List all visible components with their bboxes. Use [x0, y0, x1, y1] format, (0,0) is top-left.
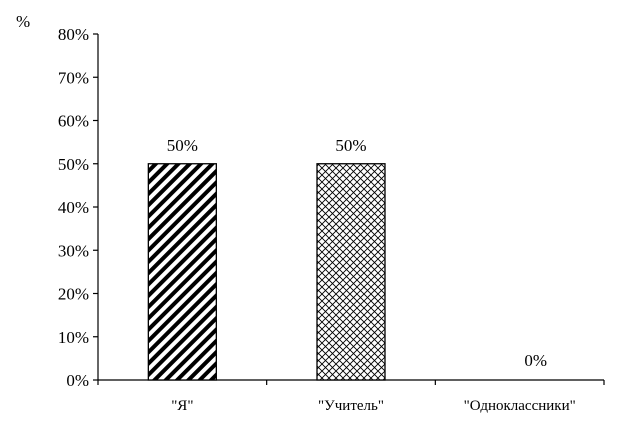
x-category-label: "Учитель" — [318, 398, 384, 414]
y-tick-label: 40% — [58, 198, 89, 217]
y-tick-label: 70% — [58, 68, 89, 87]
bar-2 — [316, 163, 386, 381]
labels-layer: 0% 10% 20% 30% 40% 50% 60% 70% 80%% 50% "Я" 50% "Учи… — [16, 12, 576, 414]
y-tick-label: 0% — [66, 371, 89, 390]
y-tick-label: 20% — [58, 285, 89, 304]
bars-layer — [147, 163, 386, 381]
bar-1 — [147, 163, 217, 381]
y-tick-label: 60% — [58, 112, 89, 131]
data-label-2: 50% — [335, 136, 366, 155]
x-category-label: "Одноклассники" — [464, 398, 576, 414]
y-axis-unit-label: % — [16, 12, 30, 31]
data-label-1: 50% — [167, 136, 198, 155]
y-tick-label: 10% — [58, 328, 89, 347]
data-label-3: 0% — [524, 351, 547, 370]
x-category-label: "Я" — [171, 398, 193, 414]
y-tick-label: 30% — [58, 241, 89, 260]
y-tick-label: 50% — [58, 155, 89, 174]
y-tick-label: 80% — [58, 25, 89, 44]
